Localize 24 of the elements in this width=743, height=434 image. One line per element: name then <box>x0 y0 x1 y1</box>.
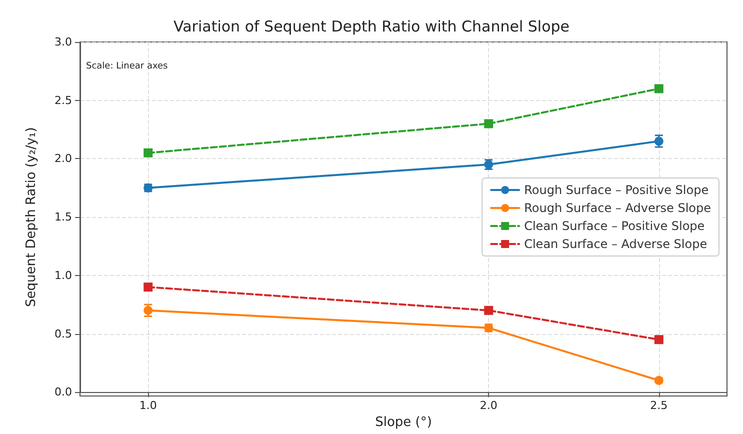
x-tick-label: 2.0 <box>480 399 498 412</box>
y-tick-label: 3.0 <box>54 36 72 48</box>
legend-label: Rough Surface – Adverse Slope <box>524 201 712 215</box>
chart-title: Variation of Sequent Depth Ratio with Channel Slope <box>174 18 570 36</box>
x-tick-label: 1.0 <box>139 399 157 412</box>
x-tick-label: 2.5 <box>650 399 668 412</box>
y-tick-label: 0.0 <box>54 386 72 399</box>
y-tick-label: 1.0 <box>54 268 72 282</box>
legend-label: Rough Surface – Positive Slope <box>524 183 709 197</box>
y-tick-label: 1.5 <box>54 210 72 224</box>
point <box>144 282 153 292</box>
point <box>484 306 494 315</box>
point <box>654 84 664 94</box>
point <box>144 148 153 158</box>
y-tick-label: 0.5 <box>54 327 72 340</box>
y-axis-title: Sequent Depth Ratio (y₂/y₁) <box>24 127 39 307</box>
x-axis-title: Slope (°) <box>375 415 432 430</box>
legend-label: Clean Surface – Positive Slope <box>524 219 705 233</box>
point <box>654 335 664 344</box>
legend-label: Clean Surface – Adverse Slope <box>524 237 708 251</box>
point <box>484 119 494 128</box>
y-tick-label: 2.5 <box>54 94 72 107</box>
annotation: Scale: Linear axes <box>86 62 168 72</box>
y-tick-label: 2.0 <box>54 152 72 166</box>
